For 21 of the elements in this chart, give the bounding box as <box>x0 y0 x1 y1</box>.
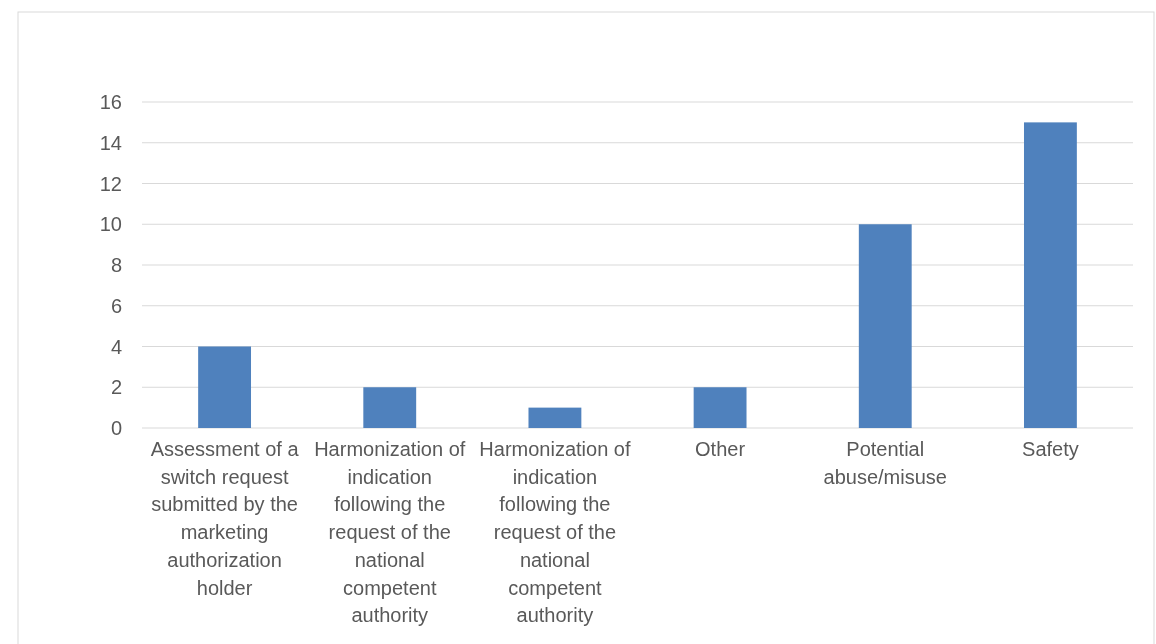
y-tick-label: 4 <box>110 335 122 358</box>
bar <box>198 346 252 428</box>
x-tick-label: Harmonization of indication following the request of the national competent authority <box>479 438 631 627</box>
x-tick-label: Other <box>695 438 746 460</box>
y-tick-label: 2 <box>110 376 122 399</box>
x-tick-label: Assessment of a switch request submitted by the marketing authorization holder <box>150 438 300 599</box>
bar <box>693 387 747 428</box>
y-tick-label: 14 <box>99 131 122 154</box>
x-tick-label: Potential abuse/misuse <box>823 438 947 488</box>
bar <box>858 224 912 428</box>
x-tick-label: Safety <box>1022 438 1079 460</box>
bar <box>363 387 417 428</box>
y-tick-label: 16 <box>99 91 122 113</box>
y-tick-label: 0 <box>110 417 122 439</box>
y-tick-label: 10 <box>99 213 122 236</box>
y-tick-label: 8 <box>110 254 122 276</box>
y-tick-label: 12 <box>99 172 122 195</box>
bar <box>528 407 582 428</box>
bar <box>1023 122 1077 428</box>
y-tick-label: 6 <box>110 294 122 317</box>
x-tick-label: Harmonization of indication following the request of the national competent authority <box>314 438 466 627</box>
